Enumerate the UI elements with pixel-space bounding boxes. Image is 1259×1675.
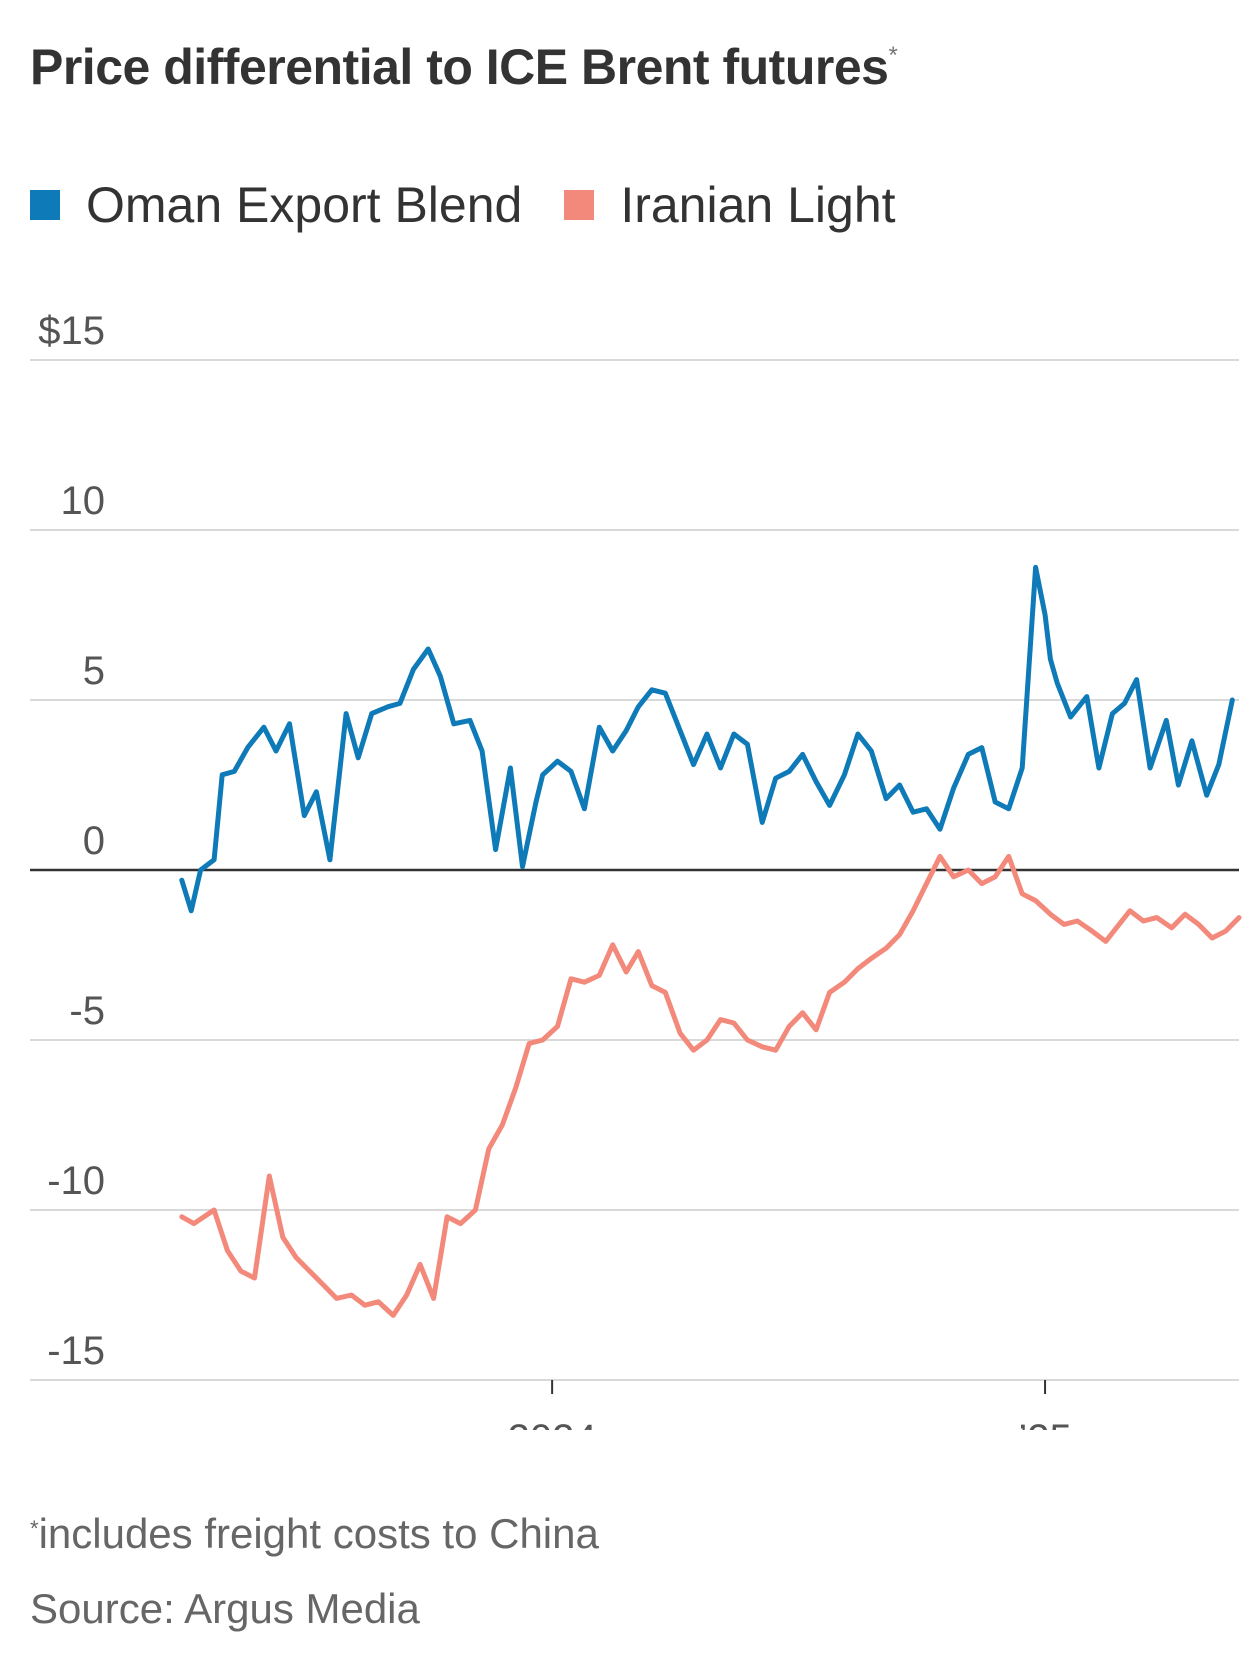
chart-title-text: Price differential to ICE Brent futures (30, 39, 889, 95)
footnote: *includes freight costs to China (30, 1510, 599, 1558)
y-tick-label: 0 (83, 819, 105, 863)
series-line-iranian (179, 853, 1242, 1318)
legend-item-oman: Oman Export Blend (30, 176, 522, 234)
legend-label-iranian: Iranian Light (620, 177, 896, 233)
y-tick-label: -15 (47, 1329, 105, 1373)
y-tick-label: 10 (61, 479, 106, 523)
legend-item-iranian: Iranian Light (564, 176, 896, 234)
footnote-text: includes freight costs to China (38, 1510, 599, 1557)
legend-label-oman: Oman Export Blend (86, 177, 523, 233)
legend-swatch-oman (30, 190, 60, 220)
x-tick-label: ’25 (1018, 1417, 1071, 1430)
y-tick-label: 5 (83, 649, 105, 693)
source-note: Source: Argus Media (30, 1585, 420, 1632)
series-line-oman (179, 564, 1235, 914)
line-chart: $15 10 5 0 -5 -10 -15 2024 ’25 (30, 309, 1242, 1430)
title-asterisk: * (888, 42, 898, 69)
chart-title: Price differential to ICE Brent futures* (30, 38, 898, 96)
legend-swatch-iranian (564, 190, 595, 220)
y-tick-label: -5 (69, 989, 105, 1033)
y-tick-label: $15 (38, 309, 105, 353)
footnote-asterisk: * (30, 1516, 39, 1541)
y-tick-label: -10 (47, 1159, 105, 1203)
legend: Oman Export Blend Iranian Light (30, 176, 938, 234)
x-tick-label: 2024 (508, 1417, 597, 1430)
